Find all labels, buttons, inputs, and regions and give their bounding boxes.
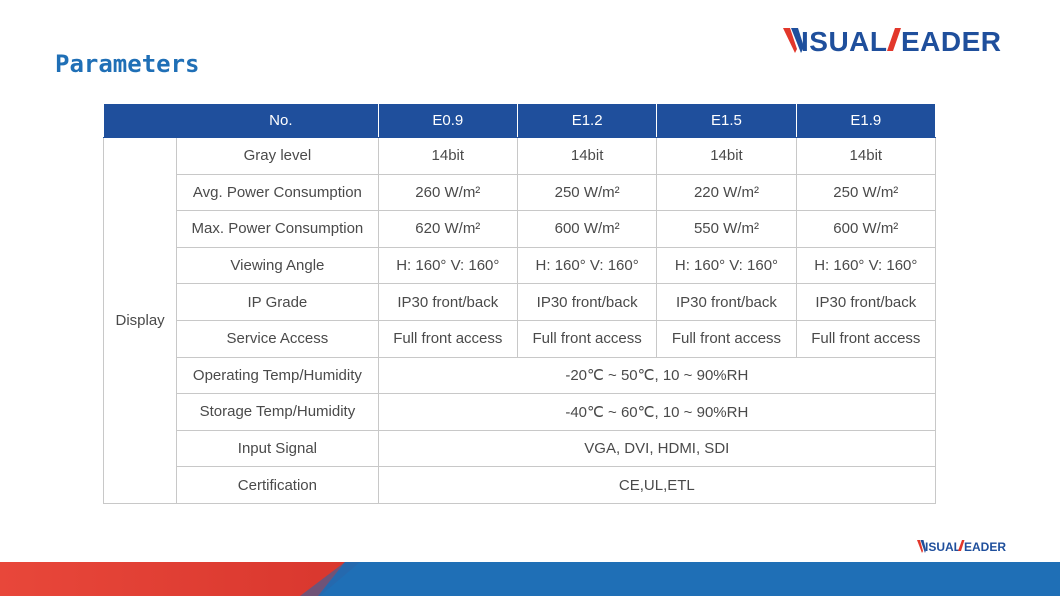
table-cell: 220 W/m² (656, 173, 797, 212)
footer-bar (0, 562, 1060, 596)
page-title: Parameters (55, 50, 200, 78)
table-cell: 620 W/m² (377, 210, 518, 248)
table-cell: 14bit (795, 137, 937, 175)
table-cell: IP30 front/back (656, 283, 797, 321)
row-label: Viewing Angle (176, 246, 379, 285)
table-row: Avg. Power Consumption 260 W/m² 250 W/m²… (104, 173, 937, 212)
table-cell: Full front access (516, 319, 658, 358)
header-no: No. (103, 103, 379, 138)
table-cell-merged: CE,UL,ETL (377, 466, 937, 504)
table-cell-merged: -20℃ ~ 50℃, 10 ~ 90%RH (377, 356, 937, 395)
header-model: E1.2 (516, 103, 658, 138)
row-label: Max. Power Consumption (176, 210, 379, 248)
table-row: Input Signal VGA, DVI, HDMI, SDI (104, 429, 937, 468)
table-cell: H: 160° V: 160° (516, 246, 658, 285)
table-row: Viewing Angle H: 160° V: 160° H: 160° V:… (104, 246, 937, 285)
svg-text:EADER: EADER (901, 26, 1002, 55)
table-cell: Full front access (795, 319, 937, 358)
visualeader-logo-small: ISUAL EADER (917, 540, 1006, 554)
row-label: Gray level (176, 137, 379, 175)
table-cell: H: 160° V: 160° (656, 246, 797, 285)
table-cell: H: 160° V: 160° (377, 246, 518, 285)
table-cell: IP30 front/back (795, 283, 937, 321)
row-label: Avg. Power Consumption (176, 173, 379, 212)
table-cell: Full front access (377, 319, 518, 358)
table-cell: H: 160° V: 160° (795, 246, 937, 285)
row-label: Certification (176, 466, 379, 504)
svg-text:ISUAL: ISUAL (925, 540, 961, 554)
table-cell: Full front access (656, 319, 797, 358)
row-label: Storage Temp/Humidity (176, 393, 379, 431)
table-cell: 14bit (377, 137, 518, 175)
table-cell: IP30 front/back (377, 283, 518, 321)
table-cell: 600 W/m² (516, 210, 658, 248)
table-cell-merged: VGA, DVI, HDMI, SDI (377, 429, 937, 468)
header-model: E1.9 (795, 103, 937, 138)
visualeader-logo: ISUAL EADER (783, 26, 1002, 55)
header-model: E0.9 (377, 103, 518, 138)
table-row: Certification CE,UL,ETL (104, 466, 937, 504)
svg-text:ISUAL: ISUAL (801, 26, 888, 55)
table-row: IP Grade IP30 front/back IP30 front/back… (104, 283, 937, 321)
row-label: IP Grade (176, 283, 379, 321)
row-label: Operating Temp/Humidity (176, 356, 379, 395)
table-row: Storage Temp/Humidity -40℃ ~ 60℃, 10 ~ 9… (104, 393, 937, 431)
row-label: Input Signal (176, 429, 379, 468)
table-cell: 600 W/m² (795, 210, 937, 248)
table-cell: 260 W/m² (377, 173, 518, 212)
row-label: Service Access (176, 319, 379, 358)
table-cell: 14bit (516, 137, 658, 175)
header-model: E1.5 (656, 103, 797, 138)
table-cell-merged: -40℃ ~ 60℃, 10 ~ 90%RH (377, 393, 937, 431)
table-cell: 250 W/m² (795, 173, 937, 212)
table-cell: 250 W/m² (516, 173, 658, 212)
table-row: Service Access Full front access Full fr… (104, 319, 937, 358)
table-row: Operating Temp/Humidity -20℃ ~ 50℃, 10 ~… (104, 356, 937, 395)
group-label-display: Display (102, 137, 178, 504)
table-cell: 14bit (656, 137, 797, 175)
table-cell: 550 W/m² (656, 210, 797, 248)
table-cell: IP30 front/back (516, 283, 658, 321)
table-header-row: No. E0.9 E1.2 E1.5 E1.9 (103, 103, 937, 138)
parameters-table: No. E0.9 E1.2 E1.5 E1.9 Display Gray lev… (102, 103, 937, 504)
table-row: Max. Power Consumption 620 W/m² 600 W/m²… (104, 210, 937, 248)
table-row: Display Gray level 14bit 14bit 14bit 14b… (102, 137, 937, 504)
svg-text:EADER: EADER (964, 540, 1006, 554)
